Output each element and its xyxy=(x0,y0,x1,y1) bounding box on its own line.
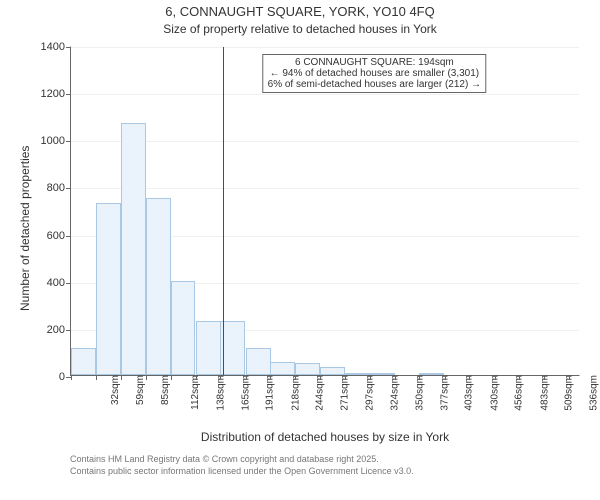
x-tick-mark xyxy=(96,375,97,380)
x-tick-mark xyxy=(544,375,545,380)
annotation-line-1: 6 CONNAUGHT SQUARE: 194sqm xyxy=(268,57,481,68)
x-tick-mark xyxy=(469,375,470,380)
x-tick-label: 59sqm xyxy=(131,375,146,405)
chart-container: 6, CONNAUGHT SQUARE, YORK, YO10 4FQ Size… xyxy=(0,0,600,500)
x-tick-mark xyxy=(295,375,296,380)
x-tick-mark xyxy=(270,375,271,380)
x-tick-mark xyxy=(495,375,496,380)
x-tick-mark xyxy=(196,375,197,380)
x-axis-label: Distribution of detached houses by size … xyxy=(70,430,580,444)
y-tick-label: 600 xyxy=(47,230,71,242)
x-tick-label: 85sqm xyxy=(156,375,171,405)
y-gridline xyxy=(71,141,579,142)
x-tick-label: 324sqm xyxy=(386,375,401,411)
x-tick-mark xyxy=(220,375,221,380)
histogram-bar xyxy=(71,348,96,375)
x-tick-mark xyxy=(171,375,172,380)
x-tick-label: 218sqm xyxy=(286,375,301,411)
x-tick-label: 32sqm xyxy=(106,375,121,405)
y-gridline xyxy=(71,47,579,48)
x-tick-label: 138sqm xyxy=(211,375,226,411)
x-tick-mark xyxy=(71,375,72,380)
x-tick-label: 536sqm xyxy=(585,375,600,411)
y-tick-label: 200 xyxy=(47,324,71,336)
x-tick-mark xyxy=(121,375,122,380)
y-tick-label: 1000 xyxy=(41,135,71,147)
x-tick-mark xyxy=(569,375,570,380)
annotation-box: 6 CONNAUGHT SQUARE: 194sqm ← 94% of deta… xyxy=(263,54,486,93)
histogram-bar xyxy=(146,198,171,375)
histogram-bar xyxy=(295,363,320,375)
y-tick-label: 400 xyxy=(47,277,71,289)
histogram-bar xyxy=(171,281,196,375)
x-tick-label: 244sqm xyxy=(311,375,326,411)
x-tick-label: 403sqm xyxy=(460,375,475,411)
x-tick-label: 297sqm xyxy=(360,375,375,411)
histogram-bar xyxy=(246,348,271,375)
x-tick-label: 350sqm xyxy=(410,375,425,411)
histogram-bar xyxy=(320,367,345,375)
x-tick-label: 165sqm xyxy=(236,375,251,411)
x-tick-label: 430sqm xyxy=(485,375,500,411)
x-tick-label: 112sqm xyxy=(186,375,201,410)
property-marker-line xyxy=(223,47,224,375)
x-tick-label: 191sqm xyxy=(261,375,276,411)
x-tick-mark xyxy=(146,375,147,380)
chart-subtitle: Size of property relative to detached ho… xyxy=(0,22,600,36)
footer-line-1: Contains HM Land Registry data © Crown c… xyxy=(70,454,379,464)
x-tick-mark xyxy=(370,375,371,380)
histogram-bar xyxy=(270,362,295,375)
chart-title: 6, CONNAUGHT SQUARE, YORK, YO10 4FQ xyxy=(0,4,600,19)
y-tick-label: 800 xyxy=(47,182,71,194)
y-gridline xyxy=(71,188,579,189)
x-tick-label: 271sqm xyxy=(336,375,351,411)
x-tick-label: 509sqm xyxy=(560,375,575,411)
plot-area: 6 CONNAUGHT SQUARE: 194sqm ← 94% of deta… xyxy=(70,46,580,376)
histogram-bar xyxy=(121,123,146,375)
annotation-line-3: 6% of semi-detached houses are larger (2… xyxy=(268,79,481,90)
y-tick-label: 0 xyxy=(59,371,71,383)
x-tick-mark xyxy=(246,375,247,380)
x-tick-mark xyxy=(345,375,346,380)
x-tick-mark xyxy=(445,375,446,380)
x-tick-mark xyxy=(320,375,321,380)
histogram-bar xyxy=(96,203,121,375)
x-tick-mark xyxy=(395,375,396,380)
y-tick-label: 1200 xyxy=(41,88,71,100)
x-tick-label: 456sqm xyxy=(510,375,525,411)
x-tick-mark xyxy=(519,375,520,380)
footer-line-2: Contains public sector information licen… xyxy=(70,466,414,476)
y-gridline xyxy=(71,94,579,95)
x-tick-label: 483sqm xyxy=(535,375,550,411)
y-axis-label: Number of detached properties xyxy=(18,146,32,311)
x-tick-label: 377sqm xyxy=(436,375,451,411)
annotation-line-2: ← 94% of detached houses are smaller (3,… xyxy=(268,68,481,79)
y-tick-label: 1400 xyxy=(41,41,71,53)
x-tick-mark xyxy=(419,375,420,380)
histogram-bar xyxy=(196,321,221,375)
